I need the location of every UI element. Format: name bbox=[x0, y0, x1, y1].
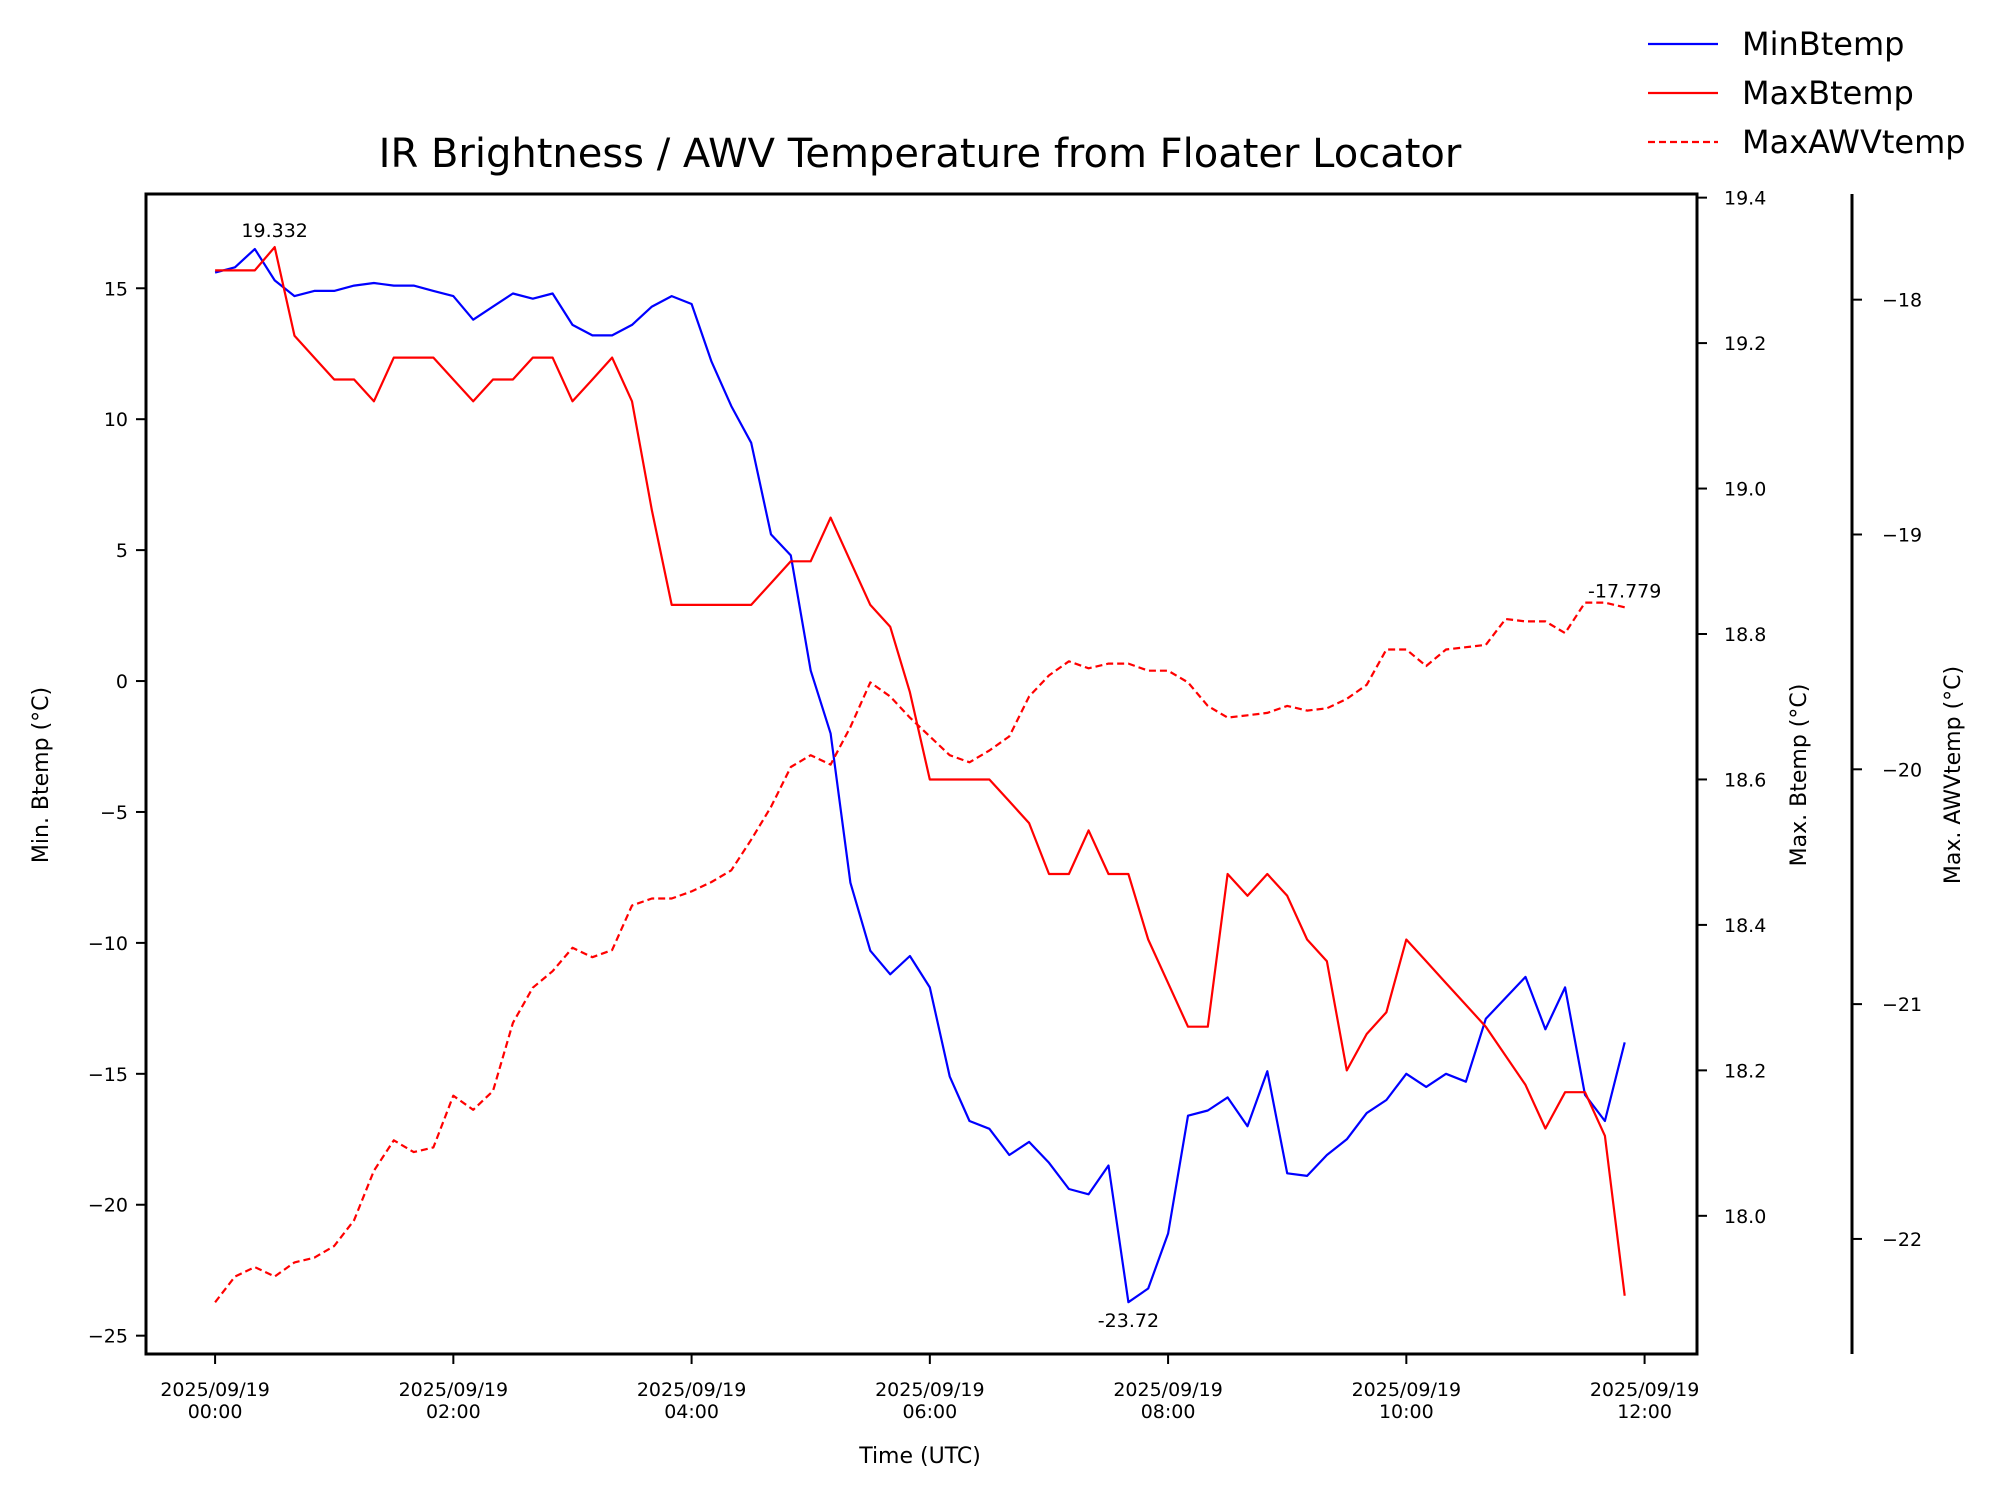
x-tick-label-date: 2025/09/19 bbox=[1352, 1379, 1462, 1401]
y-left-tick-label: 5 bbox=[116, 540, 128, 562]
y-right2-tick-label: −18 bbox=[1882, 290, 1922, 312]
x-tick-label-date: 2025/09/19 bbox=[1113, 1379, 1223, 1401]
y-right1-tick-label: 19.0 bbox=[1724, 479, 1766, 501]
y-right1-tick-label: 19.2 bbox=[1724, 333, 1766, 355]
data-label-maxbtemp: 19.332 bbox=[241, 220, 307, 242]
x-axis-label: Time (UTC) bbox=[858, 1444, 981, 1469]
x-tick-label-time: 02:00 bbox=[426, 1401, 481, 1423]
x-axis: 2025/09/1900:002025/09/1902:002025/09/19… bbox=[160, 1354, 1699, 1423]
y-left-tick-label: 0 bbox=[116, 671, 128, 693]
x-tick-label-date: 2025/09/19 bbox=[399, 1379, 509, 1401]
y-right1-tick-label: 18.6 bbox=[1724, 769, 1766, 791]
x-tick-label-time: 06:00 bbox=[902, 1401, 957, 1423]
y-left-tick-label: −25 bbox=[88, 1326, 128, 1348]
legend-label-minbtemp: MinBtemp bbox=[1742, 25, 1904, 63]
y-left-tick-label: 15 bbox=[104, 278, 128, 300]
y-right2-tick-label: −22 bbox=[1882, 1229, 1922, 1251]
y-right1-tick-label: 18.8 bbox=[1724, 624, 1766, 646]
y-right2-tick-label: −20 bbox=[1882, 759, 1922, 781]
x-tick-label-time: 08:00 bbox=[1141, 1401, 1196, 1423]
y-left-tick-label: 10 bbox=[104, 409, 128, 431]
chart-title: IR Brightness / AWV Temperature from Flo… bbox=[379, 131, 1462, 177]
x-tick-label-time: 12:00 bbox=[1617, 1401, 1672, 1423]
series-line-minbtemp bbox=[214, 247, 1626, 1304]
y-right1-tick-label: 18.4 bbox=[1724, 915, 1766, 937]
y-right1-tick-label: 18.0 bbox=[1724, 1206, 1766, 1228]
x-tick-label-date: 2025/09/19 bbox=[637, 1379, 747, 1401]
x-tick-label-time: 00:00 bbox=[188, 1401, 243, 1423]
data-label-maxawvtemp: -17.779 bbox=[1588, 580, 1661, 602]
x-tick-label-date: 2025/09/19 bbox=[875, 1379, 985, 1401]
x-tick-label-date: 2025/09/19 bbox=[160, 1379, 270, 1401]
y-right1-tick-label: 18.2 bbox=[1724, 1060, 1766, 1082]
y-axis-right-maxawvtemp: −18 −19 −20 −21 −22 bbox=[1850, 194, 1922, 1354]
x-tick-label-time: 10:00 bbox=[1379, 1401, 1434, 1423]
y-left-tick-label: −15 bbox=[88, 1064, 128, 1086]
legend-label-maxawvtemp: MaxAWVtemp bbox=[1742, 123, 1966, 161]
plot-frame bbox=[144, 192, 1699, 1356]
series-line-maxbtemp bbox=[215, 246, 1626, 1296]
y-right1-tick-label: 19.4 bbox=[1724, 188, 1766, 210]
y-axis-left: 15 10 5 0 −5 −10 −15 −20 −25 bbox=[88, 278, 146, 1348]
y-left-tick-label: −20 bbox=[88, 1195, 128, 1217]
annotation-layer: 19.332 -23.72 -17.779 bbox=[241, 220, 1661, 1332]
y-left-tick-label: −10 bbox=[88, 933, 128, 955]
legend-label-maxbtemp: MaxBtemp bbox=[1742, 74, 1914, 112]
x-tick-label-date: 2025/09/19 bbox=[1590, 1379, 1700, 1401]
y-axis-right-maxbtemp-label: Max. Btemp (°C) bbox=[1787, 684, 1812, 867]
y-left-tick-label: −5 bbox=[100, 802, 128, 824]
y-right2-tick-label: −19 bbox=[1882, 524, 1922, 546]
series-layer bbox=[214, 246, 1626, 1304]
data-label-minbtemp: -23.72 bbox=[1098, 1310, 1159, 1332]
series-line-maxawvtemp bbox=[214, 601, 1625, 1303]
y-axis-right-maxbtemp: 19.4 19.2 19.0 18.8 18.6 18.4 18.2 18.0 bbox=[1697, 188, 1766, 1228]
legend: MinBtemp MaxBtemp MaxAWVtemp bbox=[1648, 25, 1966, 161]
y-axis-right-maxawvtemp-label: Max. AWVtemp (°C) bbox=[1941, 666, 1966, 884]
y-axis-left-label: Min. Btemp (°C) bbox=[29, 687, 54, 863]
y-right2-tick-label: −21 bbox=[1882, 994, 1922, 1016]
x-tick-label-time: 04:00 bbox=[664, 1401, 719, 1423]
